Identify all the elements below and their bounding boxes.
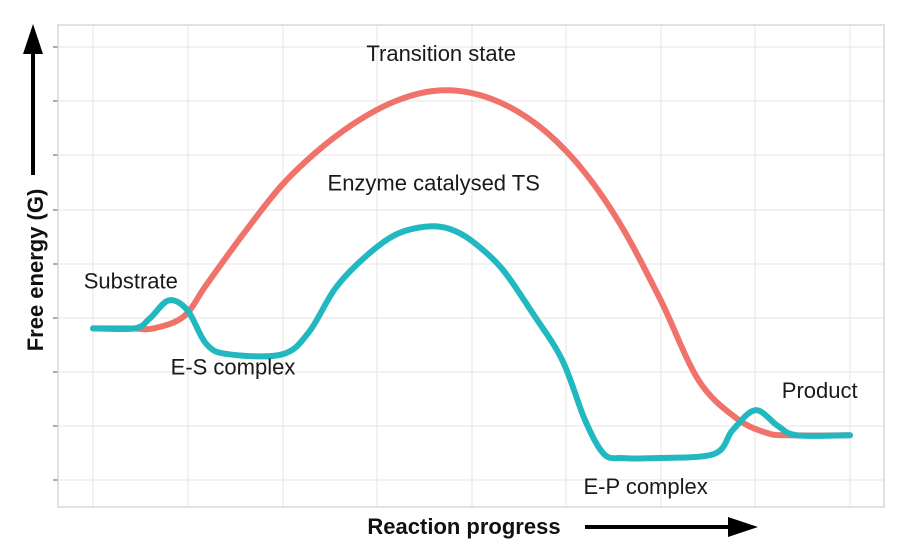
annotation-layer: Substrate Transition state Enzyme catalyse… xyxy=(84,41,858,499)
y-axis-arrow xyxy=(23,24,43,175)
uncatalysed-energy-curve xyxy=(90,87,853,439)
enzyme-catalysed-energy-curve xyxy=(90,223,853,462)
y-axis-title: Free energy (G) xyxy=(23,189,48,352)
x-axis-arrow xyxy=(585,517,758,537)
x-axis-title: Reaction progress xyxy=(367,514,560,539)
label-es-complex: E-S complex xyxy=(171,354,296,379)
label-transition-state: Transition state xyxy=(366,41,516,66)
series-layer xyxy=(90,87,853,462)
label-substrate: Substrate xyxy=(84,269,178,294)
label-enzyme-catalysed-ts: Enzyme catalysed TS xyxy=(328,171,540,196)
label-ep-complex: E-P complex xyxy=(583,474,707,499)
y-axis-ticks xyxy=(53,46,58,481)
label-product: Product xyxy=(782,378,858,403)
plot-frame xyxy=(57,24,885,508)
grid-lines xyxy=(58,25,884,507)
